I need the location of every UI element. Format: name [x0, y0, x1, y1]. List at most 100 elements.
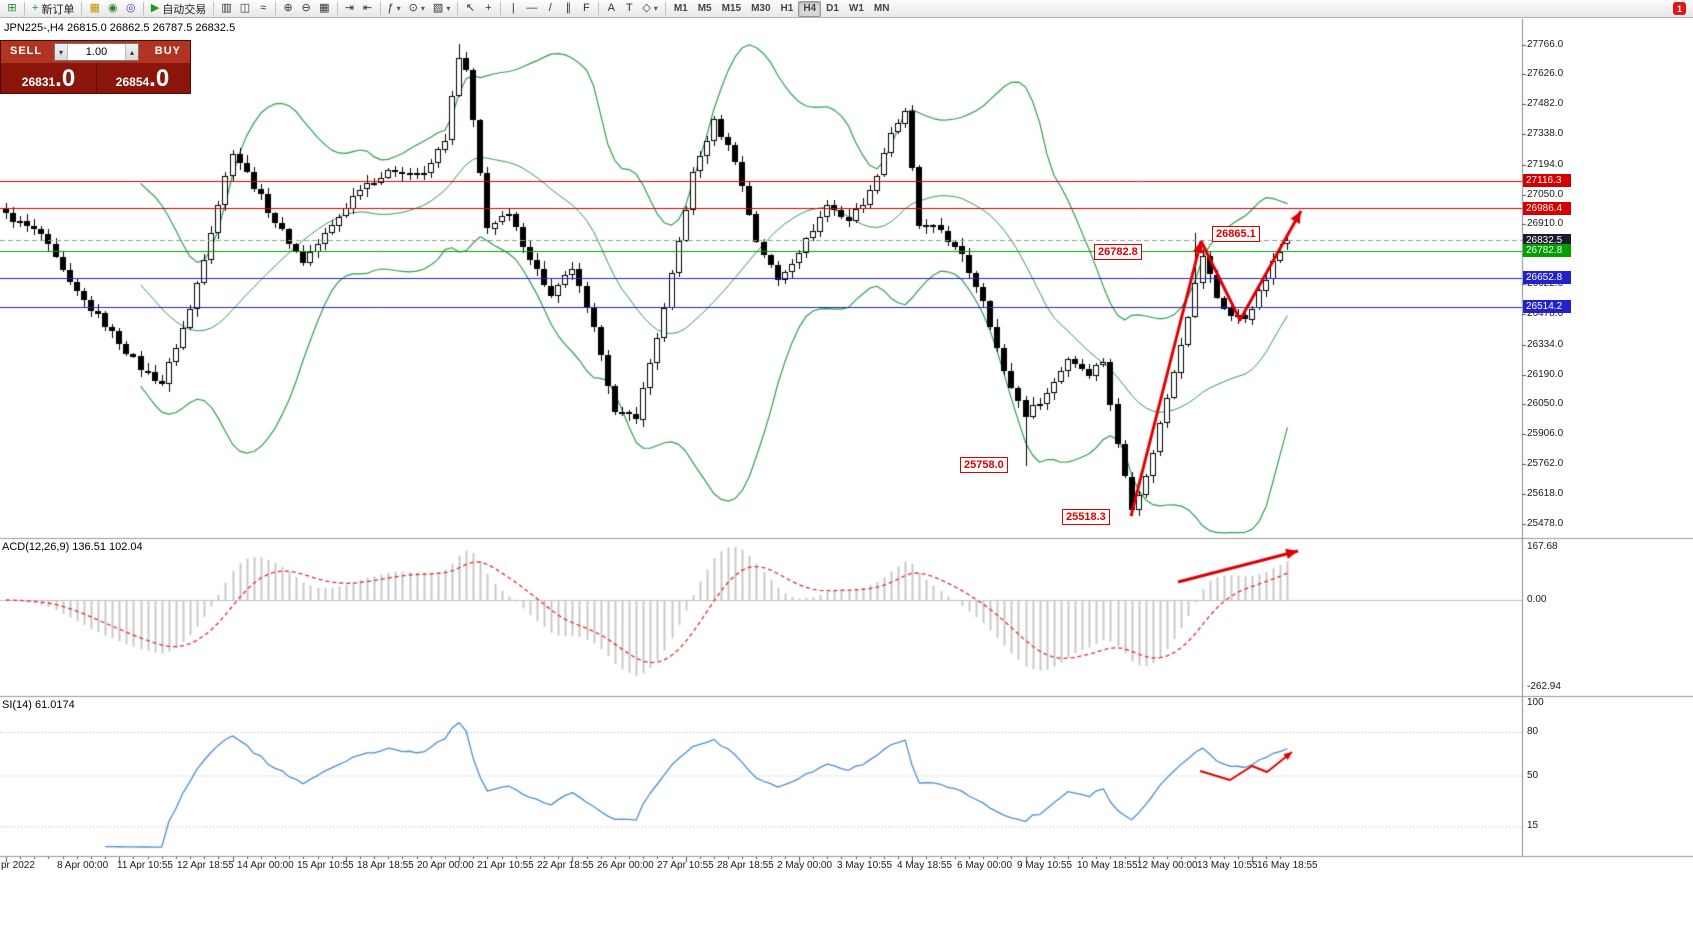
new-chart-icon: ⊞: [7, 2, 17, 14]
volume-value[interactable]: 1.00: [85, 46, 108, 58]
bar-chart-mode-button[interactable]: ▥: [217, 1, 235, 17]
toolbar-separator: [598, 2, 600, 15]
price-callout[interactable]: 25518.3: [1062, 509, 1110, 525]
macd-axis-label: -262.94: [1527, 681, 1561, 692]
time-axis-label: 26 Apr 00:00: [597, 860, 654, 871]
time-axis-label: 27 Apr 10:55: [657, 860, 714, 871]
fibonacci-retracement-button[interactable]: F: [577, 1, 595, 17]
new-order-button[interactable]: + 新订单: [28, 1, 78, 17]
line-chart-mode-icon: ≈: [260, 2, 267, 14]
chart-shift-icon: ⇤: [362, 2, 373, 14]
toolbar-separator: [500, 2, 502, 15]
price-callout[interactable]: 25758.0: [960, 457, 1008, 473]
dropdown-arrow-icon[interactable]: ▾: [653, 4, 658, 13]
periods-button[interactable]: ⊙ ▾: [405, 1, 429, 17]
timeframe-mn-button[interactable]: MN: [873, 3, 890, 14]
data-window-button[interactable]: ◉: [104, 1, 122, 17]
shapes-icon: ◇: [642, 2, 651, 14]
notification-badge[interactable]: 1: [1673, 2, 1686, 15]
fibonacci-retracement-icon: F: [582, 2, 590, 14]
tile-windows-icon: ▦: [319, 2, 330, 14]
indicators-button[interactable]: ƒ ▾: [384, 1, 405, 17]
shapes-button[interactable]: ◇ ▾: [638, 1, 661, 17]
zoom-out-button[interactable]: ⊖: [297, 1, 315, 17]
toolbar-separator: [457, 2, 459, 15]
price-axis-label: 27482.0: [1527, 98, 1564, 110]
dropdown-arrow-icon[interactable]: ▾: [396, 4, 401, 13]
chart-shift-button[interactable]: ⇤: [359, 1, 377, 17]
macd-title: ACD(12,26,9) 136.51 102.04: [2, 541, 143, 553]
autotrading-button[interactable]: ▶ 自动交易: [147, 1, 210, 17]
time-axis-label: 3 May 10:55: [837, 860, 893, 871]
price-callout[interactable]: 26865.1: [1212, 226, 1260, 242]
buy-price: 26854.0: [95, 67, 190, 91]
time-axis-label: 12 Apr 18:55: [177, 860, 234, 871]
text-button[interactable]: A: [602, 1, 620, 17]
horizontal-line-button[interactable]: —: [522, 1, 541, 17]
new-chart-button[interactable]: ⊞: [3, 1, 21, 17]
templates-button[interactable]: ▧ ▾: [429, 1, 454, 17]
sell-price: 26831.0: [1, 67, 96, 91]
time-axis-label: 12 May 00:00: [1137, 860, 1198, 871]
macd-axis-label: 167.68: [1527, 541, 1558, 552]
market-watch-button[interactable]: ▦: [85, 1, 103, 17]
time-axis-label: 8 Apr 00:00: [57, 860, 109, 871]
text-label-icon: T: [625, 2, 633, 14]
toolbar-separator: [213, 2, 215, 15]
crosshair-button[interactable]: +: [479, 1, 497, 17]
vertical-line-button[interactable]: |: [504, 1, 522, 17]
toolbar-separator: [379, 2, 381, 15]
price-axis-label: 26478.0: [1527, 308, 1564, 320]
volume-control[interactable]: ▾ 1.00 ▴: [54, 43, 139, 61]
zoom-in-button[interactable]: ⊕: [279, 1, 297, 17]
text-label-button[interactable]: T: [620, 1, 638, 17]
candlestick-mode-button[interactable]: ◫: [236, 1, 254, 17]
trendline-button[interactable]: /: [541, 1, 559, 17]
time-axis-label: 4 May 18:55: [897, 860, 953, 871]
price-axis-label: 26334.0: [1527, 338, 1564, 350]
timeframe-d1-button[interactable]: D1: [826, 3, 839, 14]
price-axis-label: 25762.0: [1527, 458, 1564, 470]
navigator-icon: ◎: [126, 2, 136, 14]
volume-increase-button[interactable]: ▴: [125, 44, 138, 60]
symbol-ohlc-line: JPN225-,H4 26815.0 26862.5 26787.5 26832…: [4, 22, 236, 34]
macd-axis-label: 0.00: [1527, 594, 1547, 605]
line-chart-mode-button[interactable]: ≈: [254, 1, 272, 17]
dropdown-arrow-icon[interactable]: ▾: [446, 4, 451, 13]
price-tag: 26782.8: [1523, 244, 1571, 258]
price-callout[interactable]: 26782.8: [1094, 244, 1142, 260]
auto-scroll-button[interactable]: ⇥: [341, 1, 359, 17]
rsi-axis-label: 50: [1527, 769, 1539, 781]
periods-icon: ⊙: [408, 2, 418, 14]
toolbar-items: ⊞ + 新订单 ▦ ◉ ◎ ▶ 自动交易 ▥ ◫ ≈ ⊕ ⊖ ▦ ⇥ ⇤ ƒ ▾ ⊙ ▾ ▧ ▾ ↖ + | — / ∥ F A T ◇ ▾ M1…: [3, 0, 1673, 17]
timeframe-m30-button[interactable]: M30: [751, 3, 771, 14]
timeframe-h1-button[interactable]: H1: [780, 3, 794, 14]
time-axis-label: 6 May 00:00: [957, 860, 1013, 871]
volume-decrease-button[interactable]: ▾: [55, 44, 68, 60]
time-axis-label: 9 May 10:55: [1017, 860, 1073, 871]
toolbar-separator: [336, 2, 338, 15]
timeframe-h4-button[interactable]: H4: [798, 0, 822, 17]
buy-price-pips: .0: [149, 65, 170, 92]
cursor-button[interactable]: ↖: [461, 1, 479, 17]
timeframe-m15-button[interactable]: M15: [721, 3, 742, 14]
equidistant-channel-button[interactable]: ∥: [559, 1, 577, 17]
timeframe-m5-button[interactable]: M5: [697, 3, 712, 14]
price-tag: 26652.8: [1523, 271, 1571, 285]
equidistant-channel-icon: ∥: [565, 2, 572, 14]
price-tag: 26832.5: [1523, 233, 1571, 247]
buy-button[interactable]: BUY 26854.0: [95, 41, 190, 93]
navigator-button[interactable]: ◎: [122, 1, 140, 17]
time-axis-label: pr 2022: [1, 860, 35, 871]
price-axis-label: 25618.0: [1527, 488, 1564, 500]
text-icon: A: [607, 2, 615, 14]
timeframe-w1-button[interactable]: W1: [848, 3, 864, 14]
time-axis-label: 2 May 00:00: [777, 860, 833, 871]
dropdown-arrow-icon[interactable]: ▾: [420, 4, 425, 13]
trendline-icon: /: [548, 2, 552, 14]
toolbar-separator: [142, 2, 144, 15]
tile-windows-button[interactable]: ▦: [315, 1, 333, 17]
timeframe-m1-button[interactable]: M1: [673, 3, 688, 14]
